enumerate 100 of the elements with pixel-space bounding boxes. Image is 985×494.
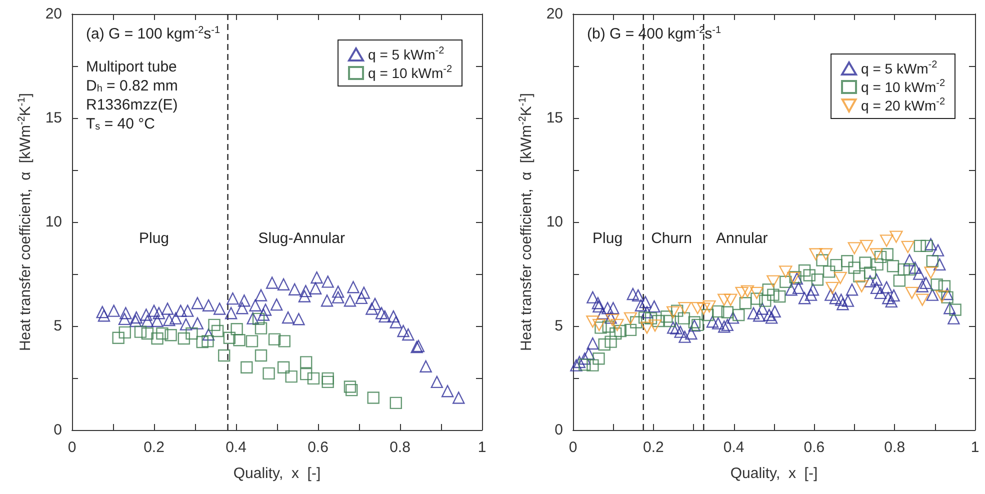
- point: [762, 284, 774, 296]
- point: [811, 274, 824, 286]
- point: [779, 266, 792, 278]
- point: [712, 305, 724, 318]
- x-tick-label: 1: [478, 439, 486, 456]
- y-axis-title: Heat transfer coefficient, α [kWm-2K-1]: [518, 93, 535, 351]
- point: [268, 333, 281, 346]
- y-tick-label: 0: [554, 422, 563, 438]
- point: [732, 308, 745, 322]
- annotation: Dh = 0.82 mm: [86, 78, 178, 94]
- x-tick-label: 0.8: [390, 439, 410, 456]
- point: [322, 372, 334, 385]
- point: [592, 352, 605, 365]
- point: [254, 349, 268, 362]
- point: [196, 336, 208, 348]
- point: [208, 318, 220, 332]
- point: [638, 312, 651, 324]
- point: [898, 263, 910, 276]
- point: [307, 372, 320, 385]
- point: [830, 258, 842, 272]
- point: [277, 361, 290, 374]
- point: [652, 314, 664, 328]
- point: [644, 312, 658, 324]
- x-tick-label: 0: [568, 439, 578, 456]
- x-tick-label: 0.6: [308, 439, 328, 456]
- y-axis-title: Heat transfer coefficient, α [kWm-2K-1]: [16, 93, 34, 351]
- point: [750, 292, 763, 305]
- point: [848, 262, 860, 274]
- point: [648, 319, 662, 332]
- point: [905, 286, 918, 300]
- point: [223, 332, 236, 344]
- point: [697, 302, 710, 315]
- point: [819, 248, 832, 260]
- x-tick-label: 1: [970, 439, 980, 456]
- point: [610, 327, 622, 340]
- point: [766, 275, 780, 288]
- point: [671, 304, 684, 317]
- point: [826, 282, 839, 294]
- point: [233, 334, 246, 346]
- point: [880, 234, 894, 247]
- point: [721, 306, 734, 318]
- point: [390, 396, 402, 410]
- point: [692, 318, 704, 332]
- point: [664, 314, 676, 328]
- y-tick-label: 5: [54, 318, 62, 334]
- point: [678, 302, 692, 314]
- point: [624, 312, 638, 324]
- point: [848, 242, 861, 254]
- point: [151, 332, 164, 345]
- y-tick-label: 20: [45, 6, 62, 22]
- point: [640, 322, 654, 334]
- point: [278, 335, 290, 348]
- point: [322, 376, 334, 388]
- point: [740, 285, 754, 298]
- point: [920, 240, 933, 252]
- point: [798, 264, 811, 277]
- point: [660, 310, 673, 323]
- point: [614, 324, 627, 338]
- y-tick-label: 10: [546, 214, 563, 230]
- point: [859, 256, 872, 269]
- point: [809, 248, 822, 260]
- point: [164, 329, 177, 342]
- point: [870, 248, 884, 260]
- y-tick-label: 0: [54, 422, 62, 438]
- point: [211, 324, 224, 338]
- annotation: Plug: [138, 230, 170, 248]
- point: [586, 359, 599, 372]
- annotation: Multiport tube: [86, 58, 177, 76]
- point: [724, 294, 738, 306]
- point: [767, 288, 780, 301]
- point: [246, 335, 258, 348]
- point: [218, 349, 230, 362]
- y-tick-label: 15: [546, 110, 563, 126]
- point: [816, 254, 828, 266]
- annotation: Ts = 40 °C: [86, 116, 156, 132]
- y-tick-label: 15: [45, 110, 62, 126]
- point: [186, 327, 198, 340]
- point: [702, 300, 716, 313]
- y-tick-label: 10: [45, 214, 62, 230]
- point: [750, 286, 764, 300]
- annotation: R1336mzz(E): [86, 96, 178, 114]
- x-tick-label: 0.8: [884, 439, 906, 456]
- point: [606, 314, 619, 326]
- x-tick-label: 0.2: [144, 439, 164, 456]
- point: [300, 356, 312, 368]
- point: [367, 392, 380, 404]
- point: [949, 304, 962, 316]
- x-tick-label: 0.6: [804, 439, 825, 456]
- point: [586, 316, 600, 328]
- point: [739, 297, 752, 310]
- point: [156, 327, 168, 340]
- annotation: Annular: [716, 230, 768, 248]
- y-tick-label: 5: [554, 318, 563, 334]
- point: [178, 332, 190, 345]
- point: [262, 367, 275, 380]
- point: [300, 368, 312, 380]
- x-axis-title: Quality, x [-]: [730, 465, 818, 482]
- point: [822, 266, 836, 278]
- point: [735, 286, 748, 300]
- point: [881, 248, 894, 260]
